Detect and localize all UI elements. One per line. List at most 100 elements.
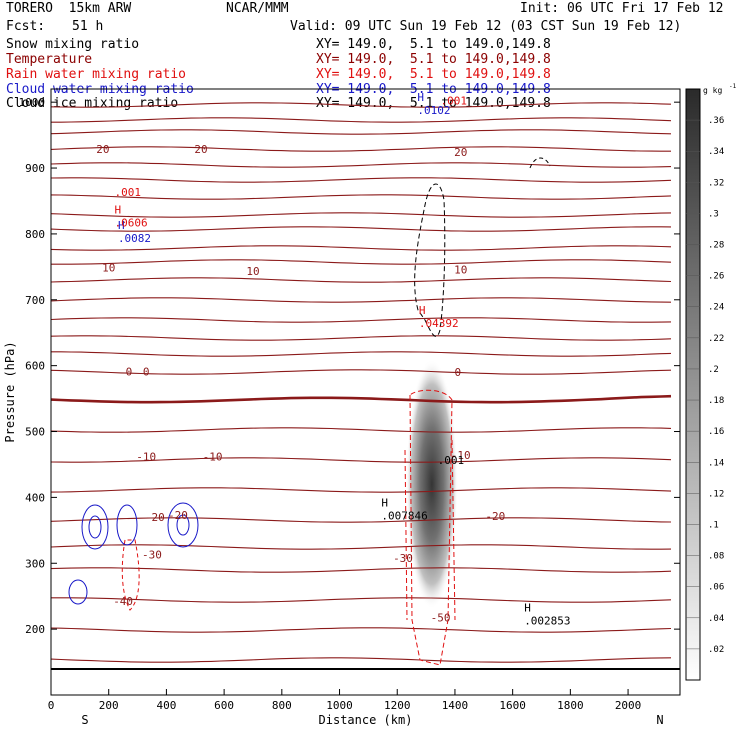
y-tick-label: 700 [25,294,45,307]
temperature-label: 10 [102,262,115,275]
rain-mixing-contour-left [121,539,140,611]
y-tick-label: 400 [25,491,45,504]
temperature-contour [51,129,672,135]
annotation-value: .001 [438,454,465,467]
init-time: Init: 06 UTC Fri 17 Feb 12 [520,1,724,16]
model-title: TORERO 15km ARW [6,1,132,16]
colorbar-tick-label: .04 [708,614,724,624]
colorbar-tick-label: .16 [708,427,724,437]
annotation-value: .04392 [419,317,459,330]
temperature-label: -40 [113,595,133,608]
annotation-marker: H [118,219,125,232]
temperature-contour [51,427,672,433]
x-tick-label: 1000 [326,699,353,712]
snow-mixing-contour [414,183,446,337]
x-left-label: S [81,713,88,727]
x-tick-label: 2000 [615,699,642,712]
temperature-contour [51,297,672,303]
fcst-value: 51 h [72,19,104,34]
temperature-label: 0 [126,366,133,379]
annotation-value: .007846 [381,510,427,523]
temperature-contour [51,146,671,152]
temperature-label: 20 [96,143,109,156]
temperature-contour [51,351,672,357]
cloud-water-contour [116,504,138,546]
temperature-contour [51,277,672,283]
temperature-contour [51,517,672,523]
colorbar-tick-label: .06 [708,583,724,593]
annotation-marker: H [417,91,424,104]
legend-rain-name: Rain water mixing ratio [6,67,187,82]
temperature-label: 0 [143,366,150,379]
org-label: NCAR/MMM [226,1,289,16]
temperature-contour [51,597,672,603]
temperature-label: -50 [431,611,451,624]
temperature-label: -10 [203,451,223,464]
colorbar-tick-label: .3 [708,209,719,219]
temperature-label: -20 [145,511,165,524]
x-tick-label: 200 [99,699,119,712]
colorbar-tick-label: .36 [708,116,724,126]
temperature-contour [51,457,672,463]
annotation-value: .0102 [417,104,450,117]
colorbar-tick-label: .08 [708,552,724,562]
y-tick-label: 200 [25,623,45,636]
annotation-marker: H [381,497,388,510]
temperature-label: -10 [136,451,156,464]
valid-time: Valid: 09 UTC Sun 19 Feb 12 (03 CST Sun … [290,19,682,34]
temperature-contour [51,335,672,341]
y-tick-label: 600 [25,360,45,373]
temperature-contour [51,544,672,550]
colorbar-tick-label: .14 [708,458,724,468]
temperature-contour [51,226,672,232]
x-tick-label: 1200 [384,699,411,712]
annotation-marker: H [524,601,531,614]
legend-rain-xy: XY= 149.0, 5.1 to 149.0,149.8 [316,67,551,82]
legend-temp-name: Temperature [6,52,93,67]
colorbar-tick-label: .28 [708,241,724,251]
temperature-label: 10 [454,263,467,276]
legend-snow-name: Snow mixing ratio [6,37,140,52]
x-tick-label: 400 [156,699,176,712]
plot-frame [50,88,681,696]
colorbar-tick-label: .24 [708,303,724,313]
colorbar-tick-label: .18 [708,396,724,406]
snow-mixing-contour-top [529,157,551,169]
y-tick-label: 1000 [19,96,46,109]
temperature-contour [51,245,672,251]
colorbar-tick-label: .34 [708,147,724,157]
temperature-contour [51,162,672,168]
colorbar-tick-label: .12 [708,489,724,499]
y-axis-label: Pressure (hPa) [3,341,17,442]
annotation-value: .0606 [114,216,147,229]
cloud-water-contour [81,504,109,550]
temperature-contour [51,259,672,265]
temperature-contour [51,657,672,663]
temperature-label: -20 [168,509,188,522]
y-tick-label: 900 [25,162,45,175]
cloud-water-contour [176,514,190,536]
y-tick-label: 800 [25,228,45,241]
annotation-value: .0082 [118,232,151,245]
temperature-label: -30 [142,549,162,562]
temperature-contour [51,394,672,404]
temperature-contour [51,117,672,123]
annotation-marker: H [114,203,121,216]
legend-snow-xy: XY= 149.0, 5.1 to 149.0,149.8 [316,37,551,52]
temperature-contour [51,567,672,573]
cloud-water-contour [88,515,102,539]
temperature-label: 10 [246,265,259,278]
x-right-label: N [656,713,663,727]
temperature-contour [51,317,672,323]
colorbar-tick-label: .32 [708,178,724,188]
colorbar-tick-label: .22 [708,334,724,344]
temperature-contour [51,369,672,375]
temperature-label: -30 [393,552,413,565]
rain-mixing-contour [409,389,453,666]
temperature-label: -20 [485,510,505,523]
fcst-label: Fcst: [6,19,46,34]
annotation-value: .001 [114,186,141,199]
colorbar-unit-exp: -1 [729,83,737,90]
colorbar-tick-label: .02 [708,645,724,655]
